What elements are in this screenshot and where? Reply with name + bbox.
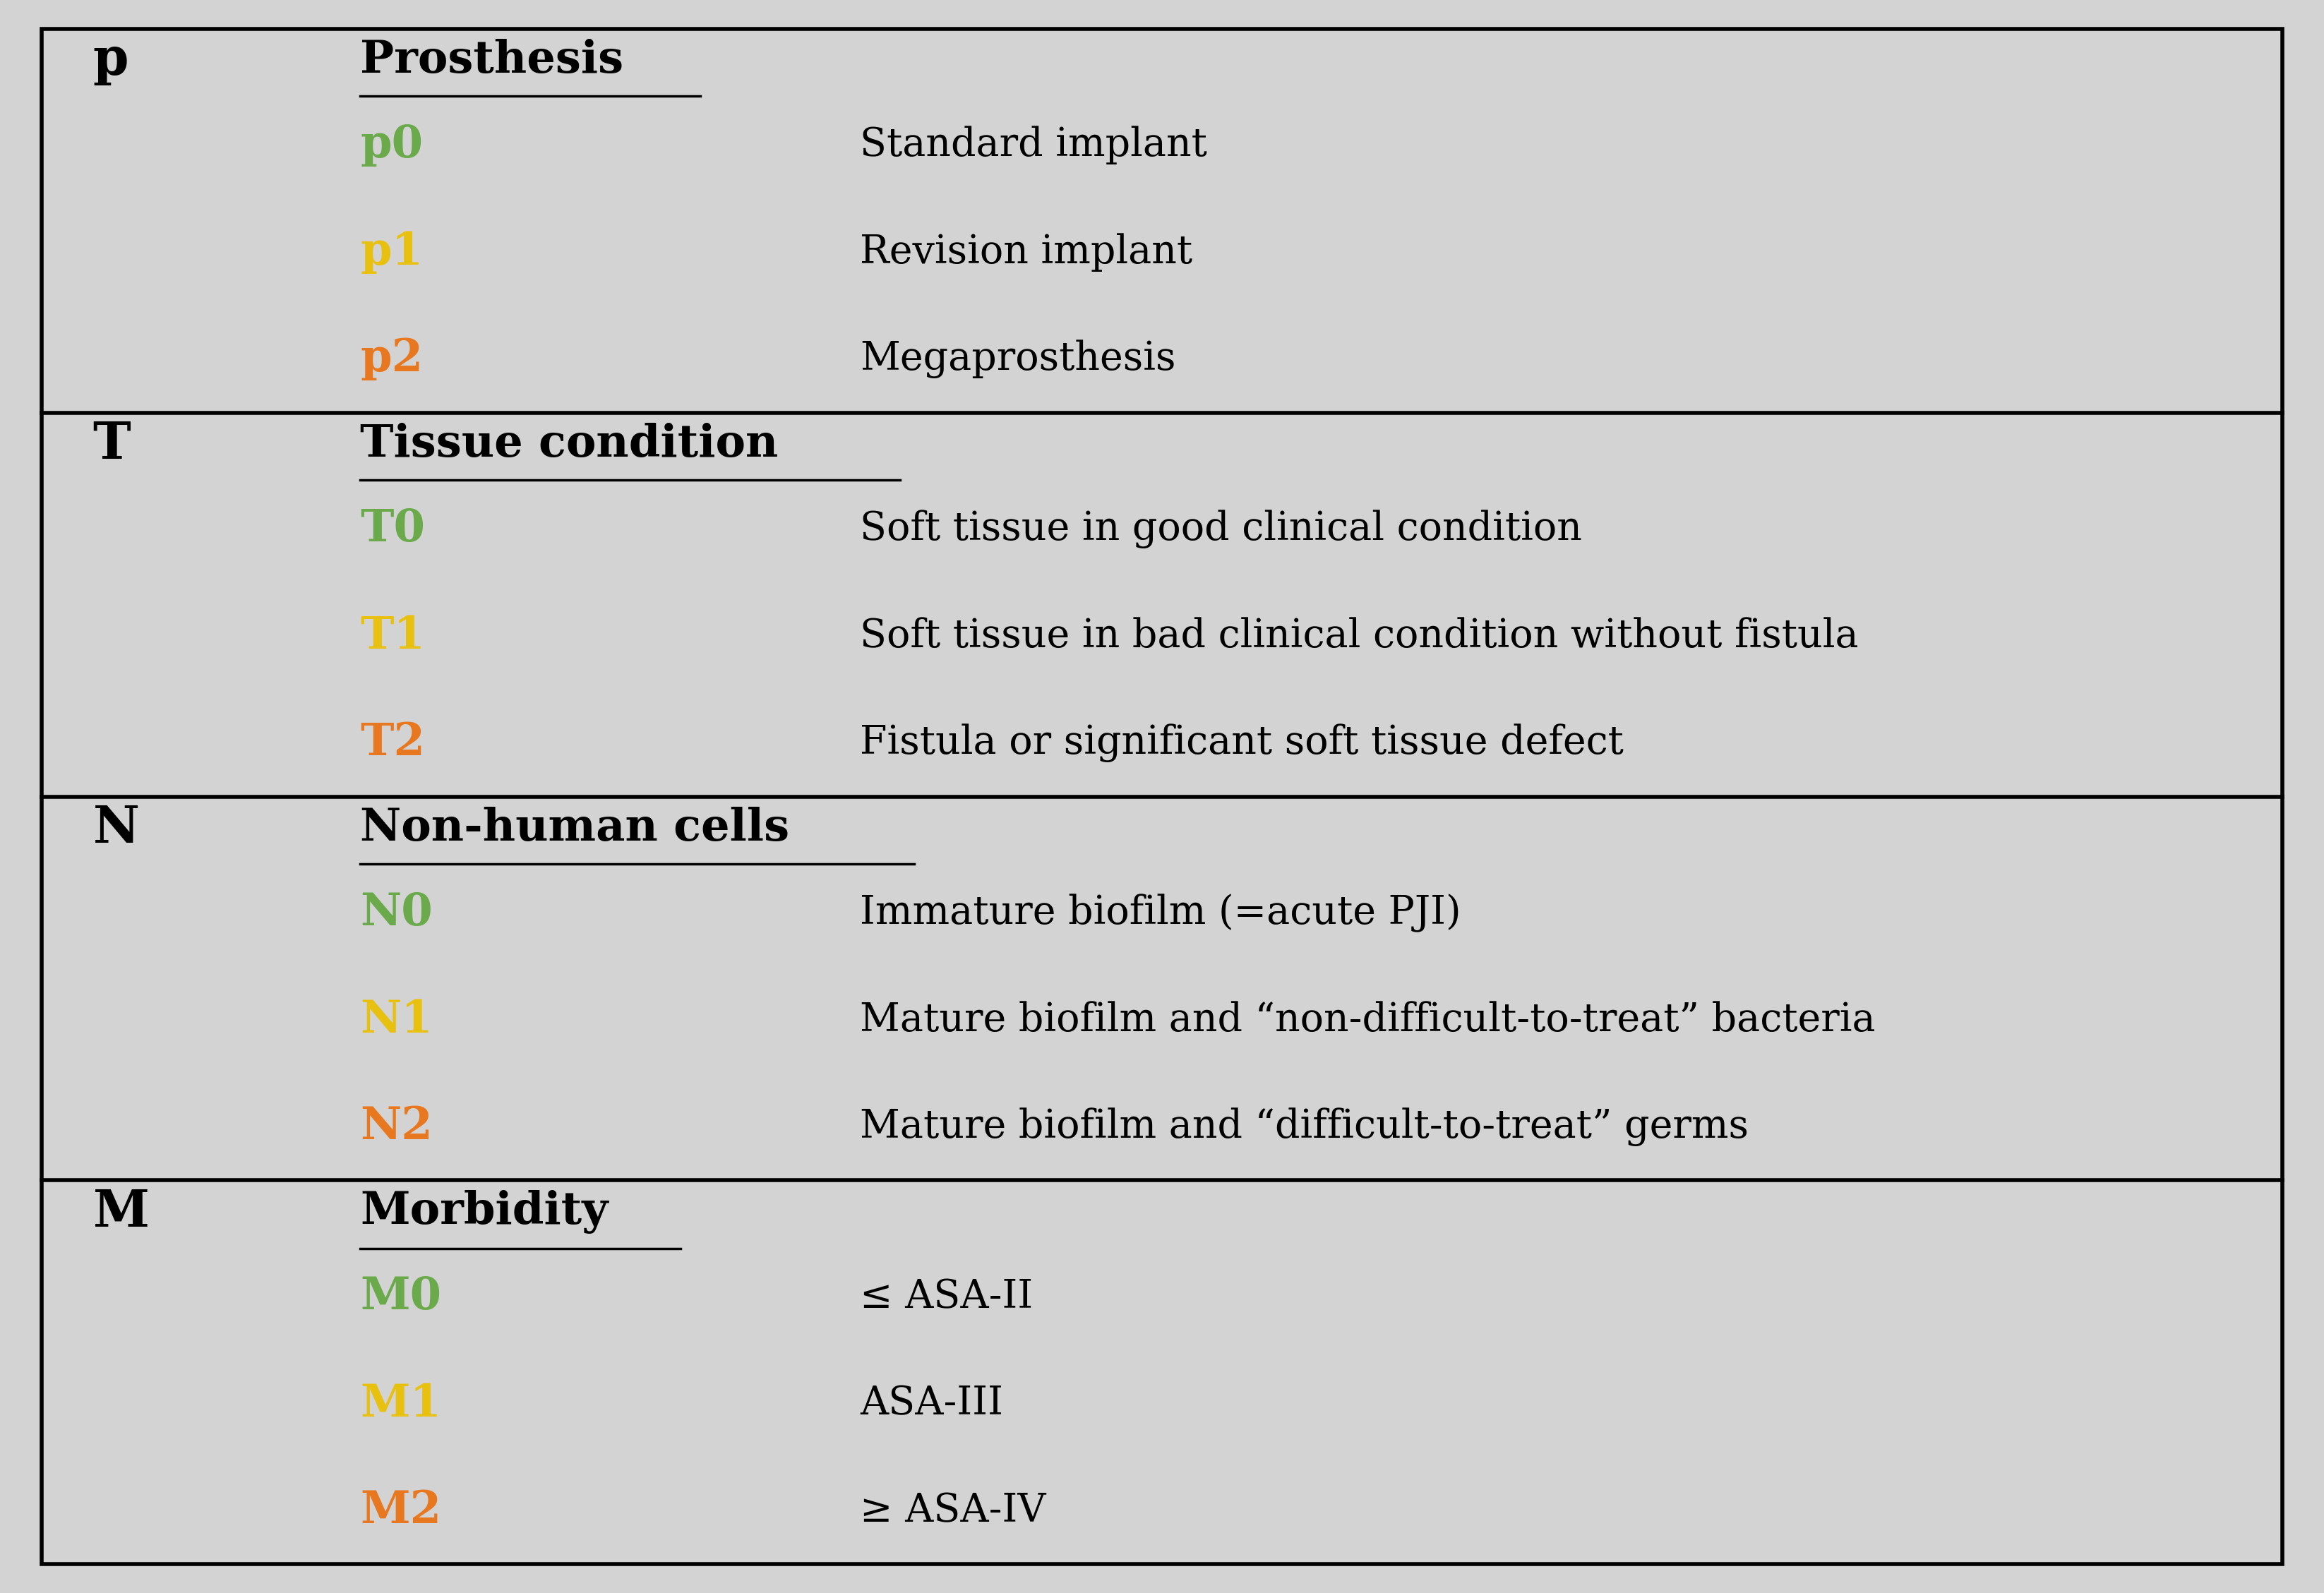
Text: M1: M1 [360, 1383, 442, 1426]
Text: M0: M0 [360, 1276, 442, 1319]
Text: p1: p1 [360, 231, 423, 274]
Text: N1: N1 [360, 999, 432, 1042]
Text: p2: p2 [360, 338, 423, 381]
Text: Tissue condition: Tissue condition [360, 422, 779, 465]
Text: Non-human cells: Non-human cells [360, 806, 790, 849]
Text: Mature biofilm and “difficult-to-treat” germs: Mature biofilm and “difficult-to-treat” … [860, 1107, 1748, 1147]
Text: N: N [93, 803, 139, 854]
Text: Standard implant: Standard implant [860, 126, 1206, 164]
Text: Prosthesis: Prosthesis [360, 38, 623, 81]
Text: ≤ ASA-II: ≤ ASA-II [860, 1278, 1032, 1316]
Text: p: p [93, 35, 128, 86]
Text: Megaprosthesis: Megaprosthesis [860, 339, 1176, 379]
Text: Morbidity: Morbidity [360, 1190, 609, 1235]
Text: T0: T0 [360, 508, 425, 551]
Text: ≥ ASA-IV: ≥ ASA-IV [860, 1491, 1046, 1531]
Text: Revision implant: Revision implant [860, 233, 1192, 271]
Text: N2: N2 [360, 1106, 432, 1149]
Text: Mature biofilm and “non-difficult-to-treat” bacteria: Mature biofilm and “non-difficult-to-tre… [860, 1000, 1875, 1039]
Text: T1: T1 [360, 615, 425, 658]
Text: Fistula or significant soft tissue defect: Fistula or significant soft tissue defec… [860, 723, 1624, 763]
Text: Soft tissue in good clinical condition: Soft tissue in good clinical condition [860, 510, 1583, 548]
Text: p0: p0 [360, 124, 423, 167]
Text: Soft tissue in bad clinical condition without fistula: Soft tissue in bad clinical condition wi… [860, 616, 1859, 655]
Text: Immature biofilm (=acute PJI): Immature biofilm (=acute PJI) [860, 894, 1462, 932]
Text: ASA-III: ASA-III [860, 1384, 1004, 1423]
Text: N0: N0 [360, 892, 432, 935]
Text: T: T [93, 419, 130, 470]
Text: M: M [93, 1187, 149, 1238]
Text: M2: M2 [360, 1489, 442, 1532]
Text: T2: T2 [360, 722, 425, 765]
